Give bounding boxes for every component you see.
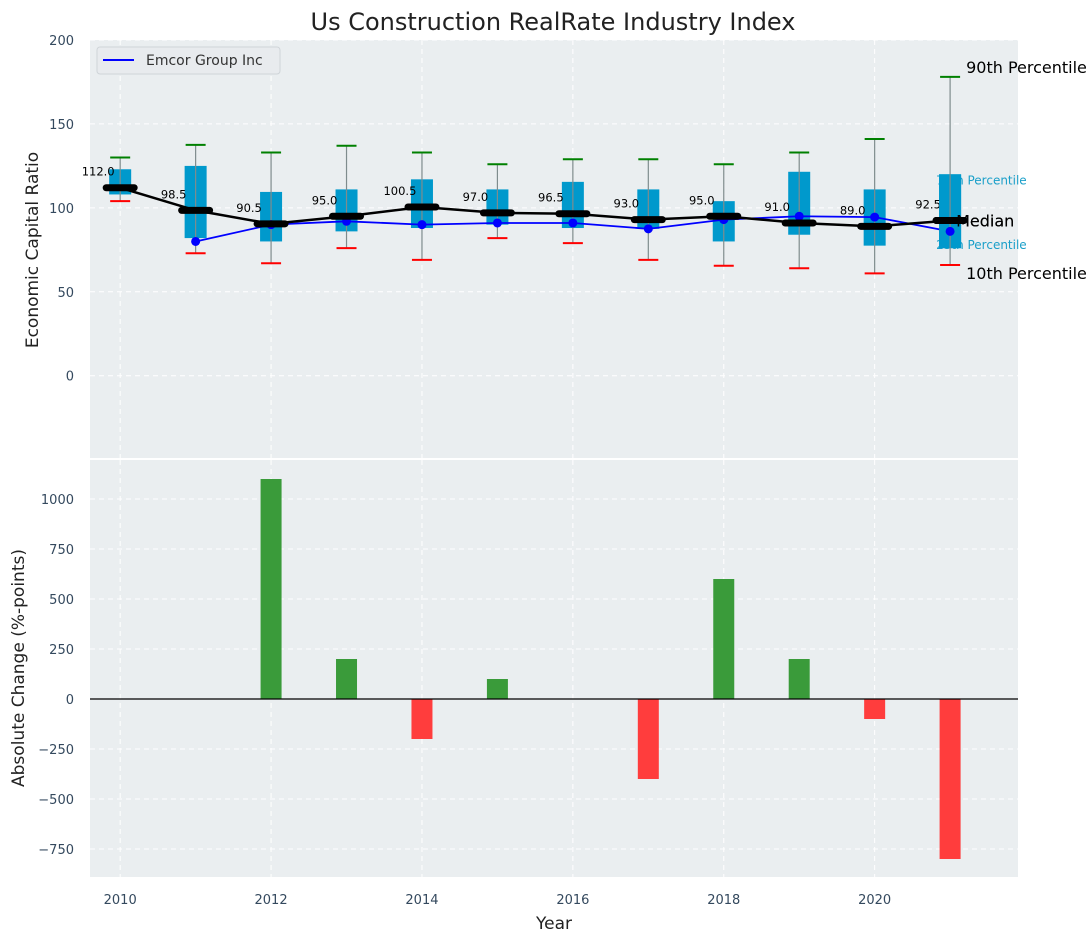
change-bar	[939, 699, 961, 859]
company-point	[643, 224, 653, 234]
top-y-tick-label: 50	[57, 286, 74, 301]
company-point	[568, 218, 578, 228]
x-tick-label: 2020	[858, 893, 891, 908]
x-tick-label: 2018	[707, 893, 740, 908]
bottom-y-tick-label: 0	[66, 693, 74, 708]
change-bar	[260, 479, 282, 699]
legend[interactable]: Emcor Group Inc	[96, 46, 281, 75]
median-value-label: 95.0	[689, 193, 715, 207]
x-tick-label: 2016	[556, 893, 589, 908]
change-bar	[336, 659, 358, 699]
chart-title: Us Construction RealRate Industry Index	[311, 8, 796, 36]
boxes: 112.0 98.5 90.5 95.0 100.5 97.0 96.5 93.0 95.0 91…	[82, 75, 968, 275]
x-tick-label: 2014	[405, 893, 438, 908]
bottom-y-tick-label: 750	[49, 543, 74, 558]
change-bar	[788, 659, 810, 699]
top-y-tick-label: 150	[49, 118, 74, 133]
median-value-label: 93.0	[614, 197, 640, 211]
bottom-y-tick-label: −750	[38, 843, 74, 858]
x-tick-label: 2012	[255, 893, 288, 908]
median-value-label: 98.5	[161, 187, 187, 201]
bottom-y-tick-label: 500	[49, 593, 74, 608]
change-bar	[637, 699, 659, 779]
median-value-label: 90.5	[236, 201, 262, 215]
bottom-y-tick-label: −250	[38, 743, 74, 758]
top-y-tick-label: 200	[49, 34, 74, 49]
median-value-label: 89.0	[840, 203, 866, 217]
annotation-median-overlay: Median	[956, 211, 1014, 230]
median-value-label: 95.0	[312, 193, 338, 207]
median-value-label: 97.0	[463, 190, 489, 204]
median-value-label: 96.5	[538, 191, 564, 205]
bottom-y-axis-title: Absolute Change (%-points)	[9, 549, 29, 787]
top-plot-area	[90, 40, 1018, 458]
legend-label: Emcor Group Inc	[146, 53, 263, 69]
company-point-overlay	[945, 226, 955, 236]
bars	[260, 479, 961, 859]
bottom-y-tick-label: 250	[49, 643, 74, 658]
x-ticks: 2010 2012 2014 2016 2018 2020	[104, 893, 892, 908]
annotation-median: Median	[956, 211, 1014, 230]
change-bar	[864, 699, 886, 719]
median-value-label: 91.0	[764, 200, 790, 214]
company-point	[191, 236, 201, 246]
company-point	[492, 218, 502, 228]
bottom-y-tick-label: −500	[38, 793, 74, 808]
legend-box	[96, 46, 281, 75]
x-axis-title: Year	[535, 914, 572, 934]
company-point	[794, 211, 804, 221]
median-value-label: 112.0	[82, 165, 115, 179]
top-y-tick-label: 0	[66, 370, 74, 385]
annotation-10th: 10th Percentile	[966, 264, 1087, 283]
median-value-label: 92.5	[915, 197, 941, 211]
median-value-label: 100.5	[383, 184, 416, 198]
change-bar	[486, 679, 508, 699]
change-bar	[713, 579, 735, 699]
top-y-ticks: 0 50 100 150 200	[49, 34, 74, 385]
bottom-y-tick-label: 1000	[41, 493, 74, 508]
company-point	[870, 212, 880, 222]
bottom-plot-area	[90, 460, 1018, 877]
annotation-90th: 90th Percentile	[966, 58, 1087, 77]
change-bar	[411, 699, 433, 739]
top-y-axis-title: Economic Capital Ratio	[23, 152, 43, 348]
top-y-tick-label: 100	[49, 202, 74, 217]
x-tick-label: 2010	[104, 893, 137, 908]
bottom-y-ticks: −750 −500 −250 0 250 500 750 1000	[38, 493, 74, 858]
company-point	[417, 220, 427, 230]
